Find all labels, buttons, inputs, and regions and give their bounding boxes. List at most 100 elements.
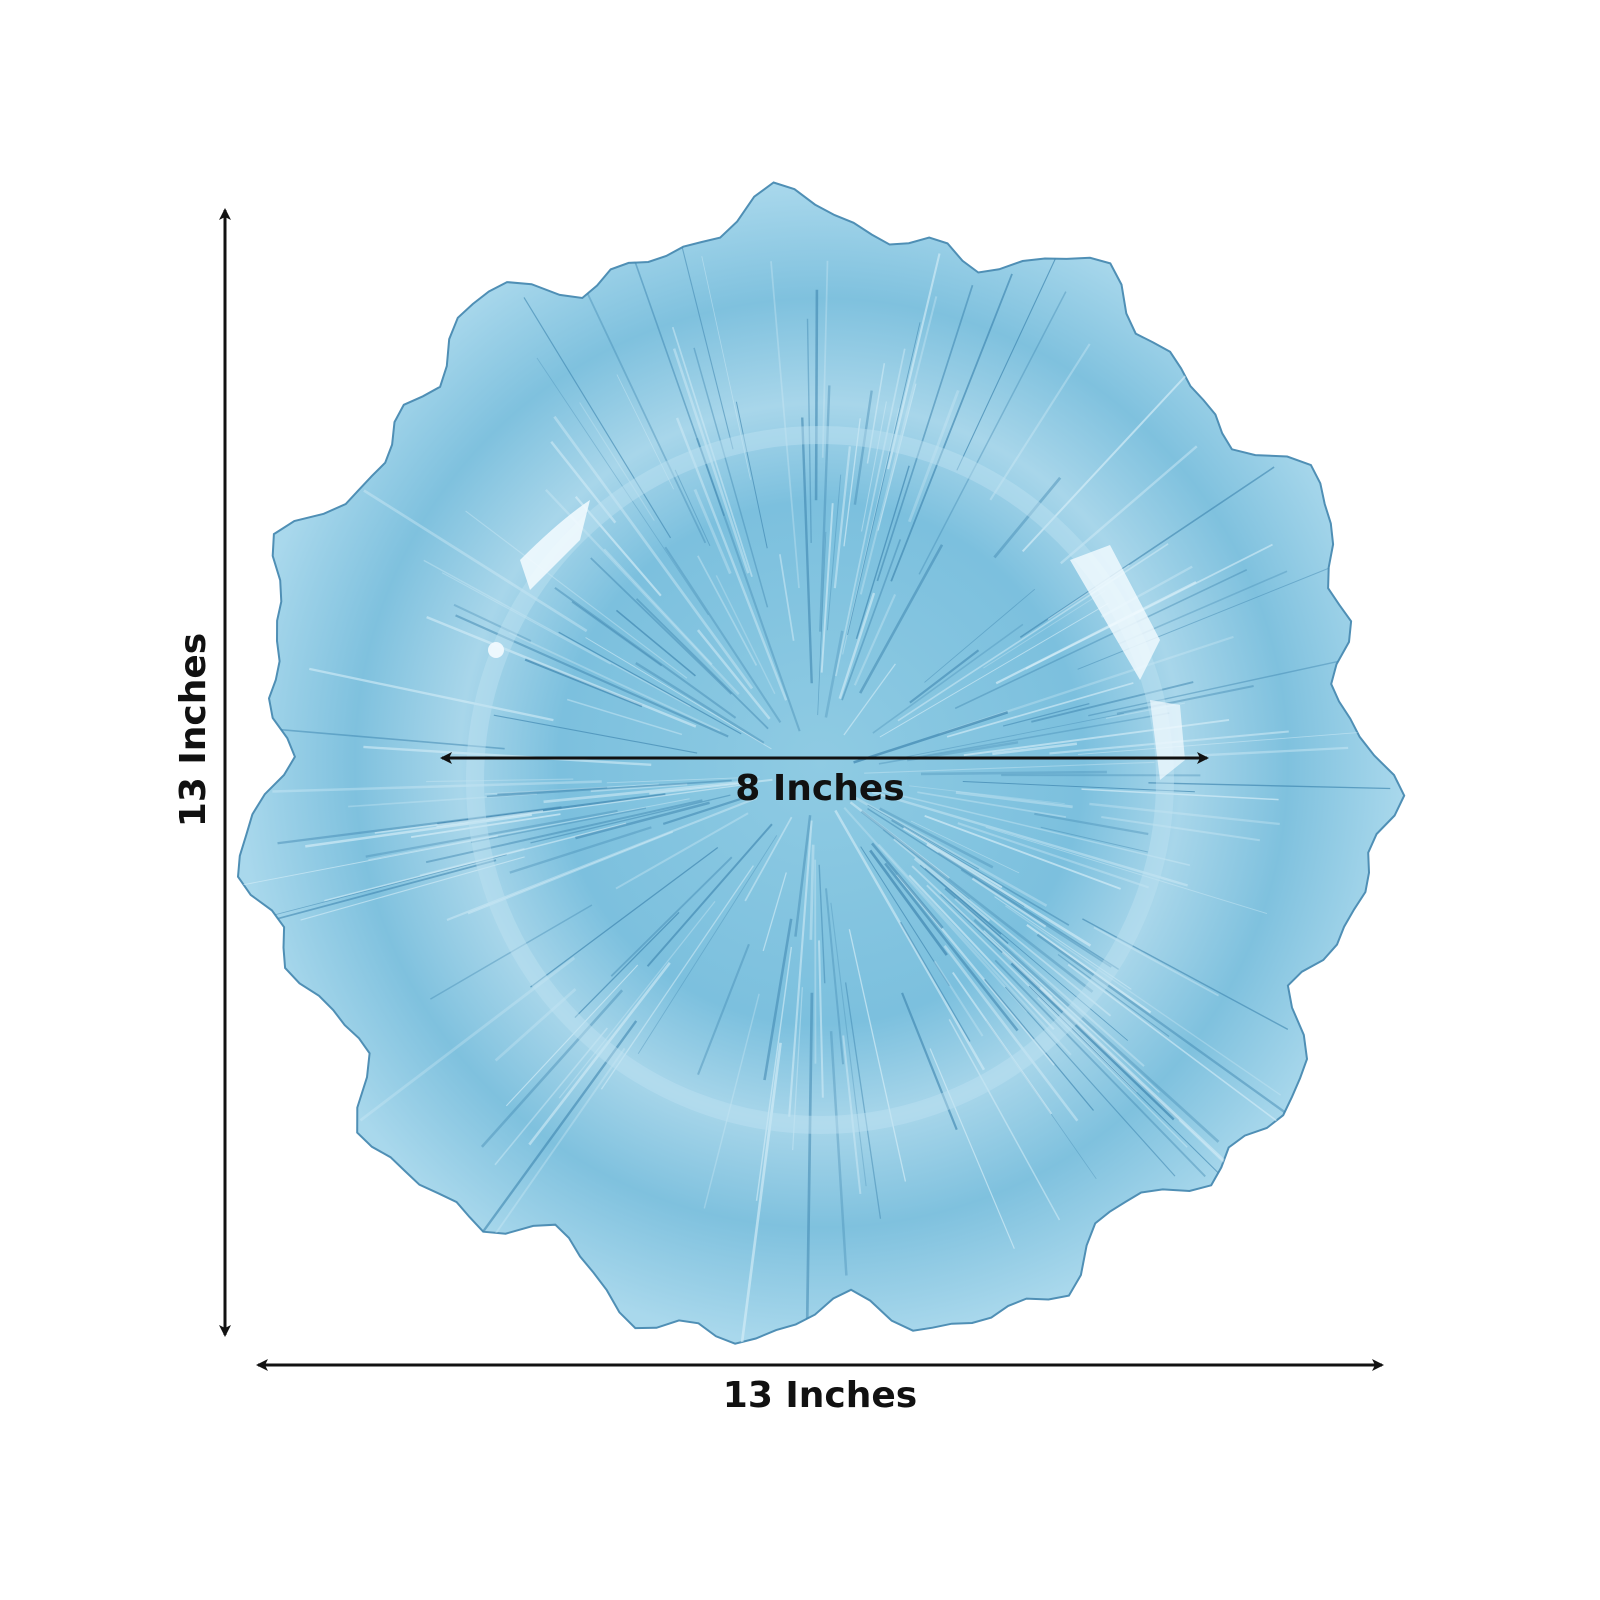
plate-streak (901, 992, 958, 1131)
plate-streak (497, 786, 608, 796)
inner-diameter-label: 8 Inches (735, 768, 904, 809)
plate-streak (909, 649, 980, 704)
plate-streak (833, 446, 851, 589)
plate-streak (484, 783, 659, 795)
width-label: 13 Inches (723, 1375, 917, 1416)
plate-streak (585, 637, 772, 750)
plate-streak (558, 631, 742, 735)
plate-streak (579, 402, 655, 521)
plate-streak (993, 476, 1062, 559)
plate-streak (893, 838, 1112, 1017)
plate-streak (929, 1048, 1015, 1249)
plate-streak (859, 544, 944, 694)
plate-streak (879, 602, 1109, 738)
plate-streak (960, 868, 1112, 968)
plate-streak (957, 822, 1150, 889)
plate-inner-ring (466, 426, 1174, 1134)
plate-streak (861, 401, 887, 532)
plate-streak (872, 623, 1024, 734)
plate-streak (910, 820, 1020, 874)
plate-streak (952, 971, 1053, 1115)
plate-streak (954, 898, 1145, 1067)
plate-streak (985, 826, 1268, 914)
plate-streak (835, 348, 906, 677)
plate (236, 181, 1406, 1345)
plate-texture (238, 207, 1404, 1344)
plate-streak (494, 1027, 608, 1166)
plate-streak (1089, 802, 1280, 826)
plate-streak (238, 835, 498, 888)
plate-streak (675, 417, 788, 701)
plate-streak (944, 887, 1009, 945)
plate-streak (603, 548, 713, 666)
plate-streak (909, 785, 1065, 805)
plate-streak (530, 846, 719, 988)
plate-streak (770, 261, 800, 589)
plate-streak (509, 631, 721, 732)
plate-streak (1026, 924, 1152, 1014)
plate-streak (703, 993, 760, 1209)
plate-streak (954, 569, 1248, 710)
plate-streak (867, 807, 1120, 971)
plate-streak (971, 877, 1047, 928)
plate-streak (900, 921, 971, 1042)
plate-streak (590, 783, 688, 793)
plate-streak (871, 842, 944, 929)
plate-streak (933, 960, 984, 1037)
plate-streak (272, 780, 602, 793)
plate-streak (697, 555, 758, 666)
plate-streak (646, 823, 773, 967)
plate-streak (446, 796, 758, 921)
plate-streak (1010, 962, 1175, 1121)
plate-streak (324, 822, 627, 902)
plate-streak (809, 844, 815, 940)
plate-streak (844, 982, 882, 1219)
plate-streak (819, 385, 831, 632)
plate-streak (1148, 782, 1391, 790)
plate-streak (571, 601, 663, 667)
plate-streak (486, 779, 732, 798)
plate-streak (924, 588, 1036, 683)
plate-streak (854, 796, 1048, 907)
plate-streak (423, 559, 691, 708)
plate-streak (1004, 986, 1176, 1177)
plate-highlight (520, 500, 590, 590)
plate-streak (453, 603, 532, 642)
plate-streak (524, 658, 643, 708)
plate-streak (963, 718, 1230, 757)
plate-streak (735, 401, 768, 549)
plate-streak (1082, 918, 1289, 1031)
plate-streak (437, 793, 666, 825)
plate-streak (792, 987, 803, 1151)
plate-streak (847, 322, 921, 636)
plate-streak (860, 810, 1094, 993)
plate-streak (455, 614, 729, 738)
height-label: 13 Inches (173, 633, 214, 827)
plate-streak (1077, 563, 1340, 670)
plate-streak (1116, 684, 1254, 715)
plate-streak (848, 929, 907, 1182)
plate-streak (1037, 997, 1188, 1148)
plate-streak (616, 374, 674, 490)
plate-streak (637, 835, 778, 1055)
plate-streak (946, 682, 1134, 738)
plate-streak (368, 798, 690, 861)
plate-streak (359, 956, 576, 1122)
plate-streak (1005, 905, 1282, 1096)
plate-streak (671, 326, 753, 578)
plate-streak (1040, 826, 1148, 853)
plate-streak (876, 284, 974, 582)
plate-streak (924, 868, 1129, 1041)
plate-streak (755, 946, 793, 1201)
plate-streak (917, 791, 1067, 818)
plate-streak (550, 440, 617, 524)
plate-streak (263, 854, 507, 919)
plate-streak (902, 827, 1003, 889)
plate-streak (1093, 926, 1219, 997)
plate-streak (860, 846, 950, 987)
plate-streak (843, 806, 1028, 1013)
plate-streak (926, 843, 1092, 947)
plate-streak (1019, 466, 1275, 638)
plate-streak (365, 809, 618, 858)
